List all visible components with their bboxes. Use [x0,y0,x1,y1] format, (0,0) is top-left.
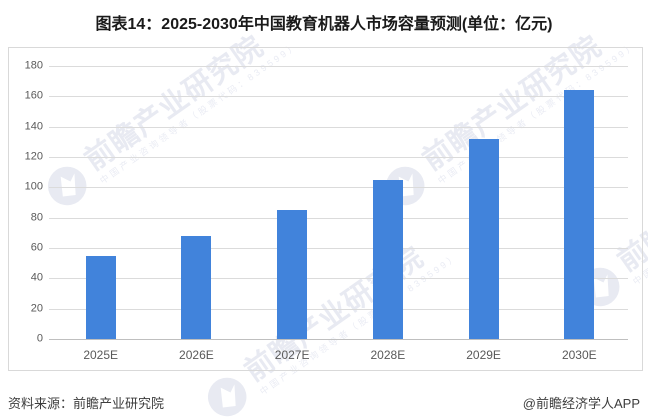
x-tick-label-2025E: 2025E [83,348,119,362]
bar-2025E [85,255,116,339]
x-tick-label-2030E: 2030E [561,348,597,362]
y-tick-label-40: 40 [30,271,43,284]
y-tick-label-0: 0 [36,332,43,345]
y-tick-label-140: 140 [24,120,43,133]
x-axis-line [49,339,628,340]
y-tick-label-60: 60 [30,241,43,254]
chart-title: 图表14：2025-2030年中国教育机器人市场容量预测(单位：亿元) [95,16,553,33]
bar-2030E [564,90,595,339]
y-tick-label-100: 100 [24,180,43,193]
y-tick-label-160: 160 [24,89,43,102]
bar-2026E [181,235,212,339]
gridline-120 [49,157,628,158]
gridline-180 [49,66,628,67]
gridline-100 [49,187,628,189]
footer: 资料来源：前瞻产业研究院 @前瞻经济学人APP [8,393,640,412]
gridline-60 [49,248,628,249]
gridline-20 [49,308,628,310]
credit-text: @前瞻经济学人APP [522,396,640,411]
source-text: 资料来源：前瞻产业研究院 [8,396,165,411]
y-tick-label-80: 80 [30,211,43,224]
x-tick-label-2028E: 2028E [370,348,406,362]
x-tick-label-2026E: 2026E [179,348,214,362]
gridline-80 [49,217,628,219]
y-tick-label-20: 20 [30,302,43,315]
x-tick-label-2027E: 2027E [274,348,310,362]
gridline-160 [49,96,628,98]
y-tick-label-180: 180 [24,59,43,72]
y-tick-label-120: 120 [24,150,43,163]
chart-area: 0 20 40 60 80 100 120 140 160 180 2025E 2026E 2027E 2… [8,47,643,371]
x-tick-label-2029E: 2029E [466,348,501,362]
bar-2027E [277,210,308,339]
bar-2029E [468,138,499,339]
gridline-140 [49,126,628,128]
bar-2028E [372,179,403,339]
gridline-40 [49,278,628,280]
